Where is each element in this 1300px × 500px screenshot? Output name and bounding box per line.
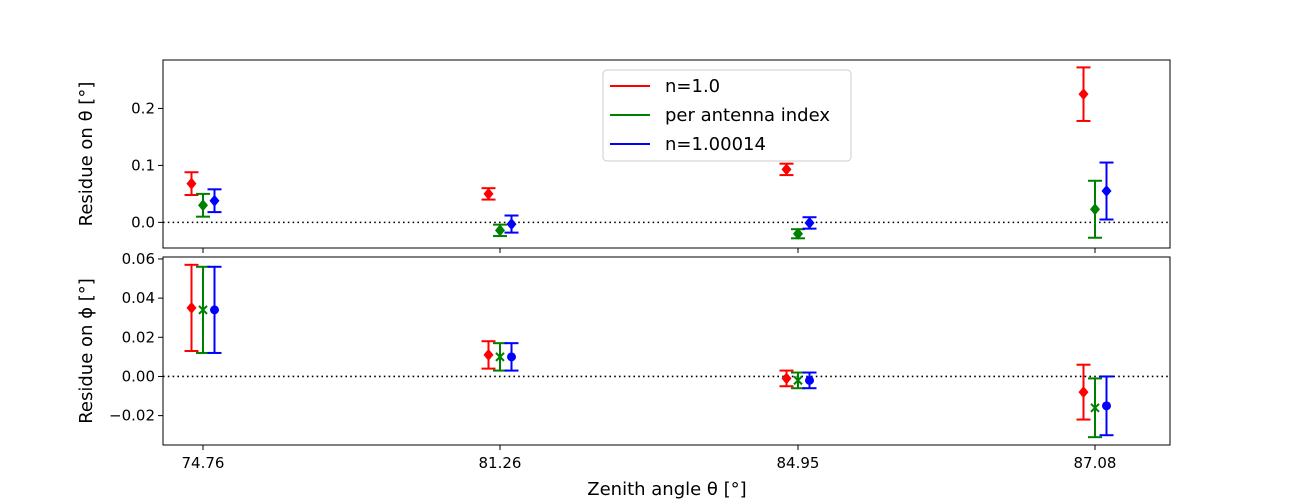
y-axis-label-phi: Residue on ϕ [°] xyxy=(76,278,97,424)
data-point xyxy=(1078,386,1089,399)
x-axis-label: Zenith angle θ [°] xyxy=(587,479,746,500)
data-point xyxy=(198,305,208,315)
legend-label-0: n=1.0 xyxy=(665,76,720,97)
data-point xyxy=(198,199,208,212)
y-tick-label: 0.06 xyxy=(122,250,155,268)
legend-label-2: n=1.00014 xyxy=(665,134,766,155)
data-point xyxy=(186,301,197,314)
data-point xyxy=(1102,401,1111,411)
y-tick-label: 0.00 xyxy=(122,367,155,385)
panel-phi: −0.02 0.00 0.02 0.04 0.06 Residue on ϕ [°] xyxy=(76,250,1171,450)
y-axis-label-theta: Residue on θ [°] xyxy=(76,82,97,227)
data-point xyxy=(793,227,803,240)
y-tick-label: 0.1 xyxy=(131,156,155,174)
series-1 xyxy=(196,265,1102,439)
legend: n=1.0 per antenna index n=1.00014 xyxy=(602,69,852,162)
x-tick-label: 84.95 xyxy=(777,454,820,472)
data-point xyxy=(781,163,792,176)
data-point xyxy=(483,348,494,361)
data-point xyxy=(805,375,814,385)
data-point xyxy=(186,177,197,190)
plot-frame-theta xyxy=(162,59,1171,249)
series-0 xyxy=(184,66,1091,201)
data-point xyxy=(1101,185,1112,198)
data-point xyxy=(793,375,803,386)
legend-label-1: per antenna index xyxy=(665,105,830,126)
data-point xyxy=(506,218,517,231)
series-1 xyxy=(196,179,1102,240)
data-point xyxy=(1090,403,1100,413)
data-point xyxy=(483,187,494,200)
series-0 xyxy=(184,263,1091,421)
data-point xyxy=(1078,88,1089,101)
legend-frame xyxy=(602,69,852,162)
data-point xyxy=(1090,203,1100,216)
x-tick-label: 74.76 xyxy=(182,454,225,472)
data-point xyxy=(209,194,220,207)
y-tick-label: 0.2 xyxy=(131,99,155,117)
x-tick-label: 81.26 xyxy=(479,454,522,472)
panel-theta: 0.0 0.1 0.2 Residue on θ [°] xyxy=(76,59,1171,253)
data-point xyxy=(210,305,219,315)
data-point xyxy=(781,372,792,385)
data-point xyxy=(804,216,815,229)
series-2 xyxy=(207,265,1114,437)
plot-frame-phi xyxy=(162,256,1171,446)
y-tick-label: −0.02 xyxy=(109,407,155,425)
data-point xyxy=(495,352,505,362)
series-2 xyxy=(207,161,1114,234)
y-tick-label: 0.0 xyxy=(131,213,155,231)
y-tick-label: 0.02 xyxy=(122,328,155,346)
data-point xyxy=(507,352,516,362)
y-tick-label: 0.04 xyxy=(122,289,155,307)
data-point xyxy=(495,224,505,237)
x-tick-label: 87.08 xyxy=(1074,454,1117,472)
